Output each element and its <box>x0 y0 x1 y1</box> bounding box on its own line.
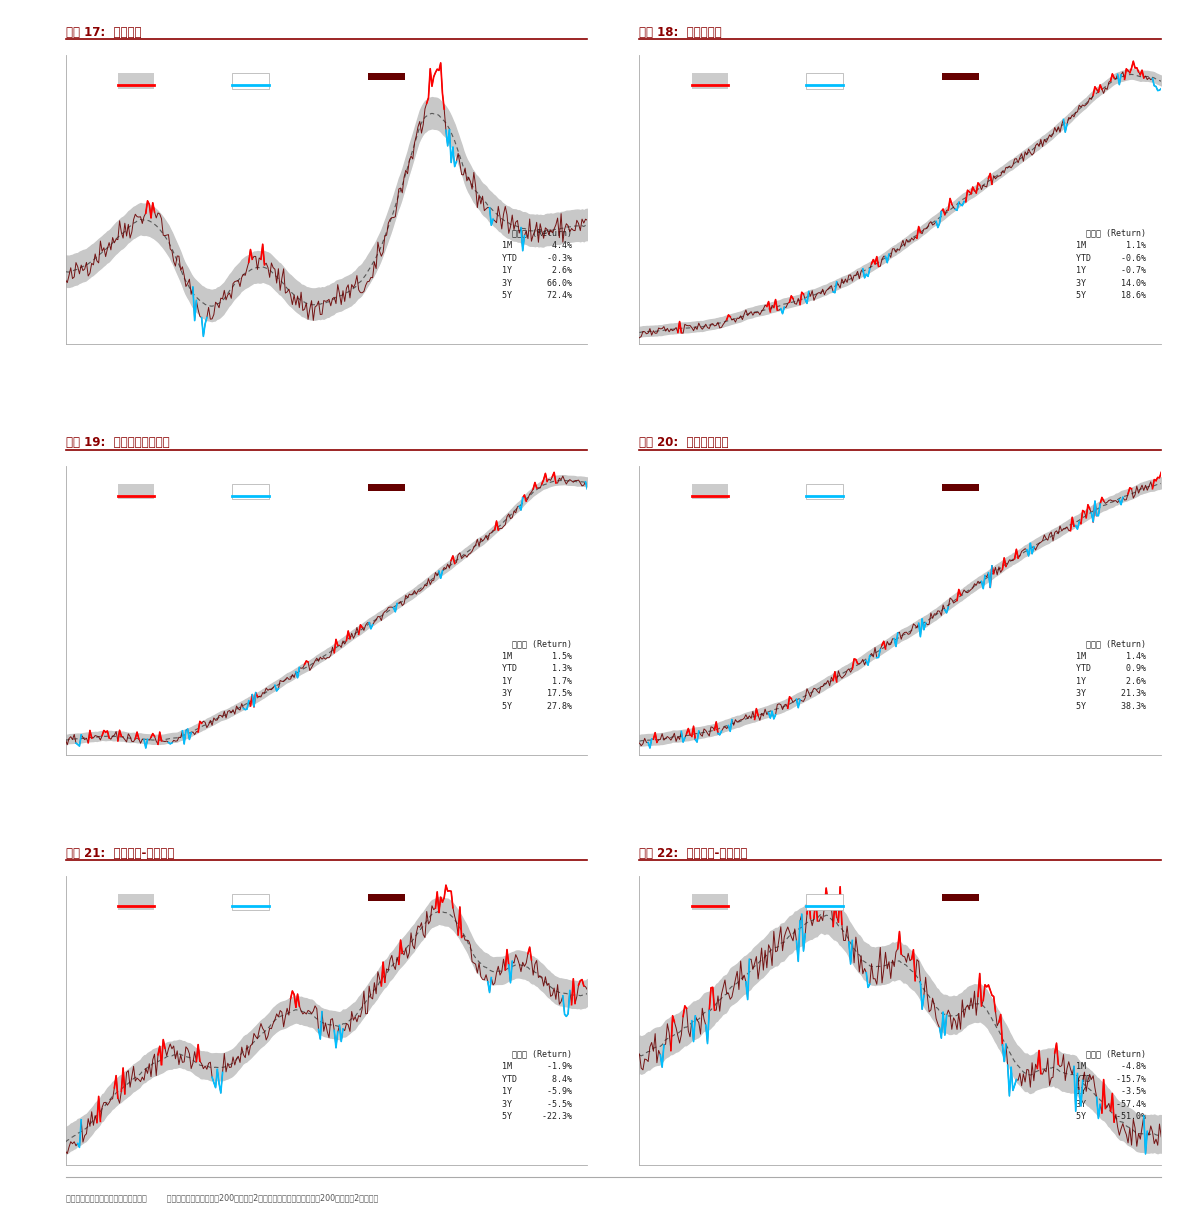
Text: 图表 17:  权益指数: 图表 17: 权益指数 <box>66 26 141 39</box>
Bar <box>942 483 979 491</box>
Text: 回报率 (Return)
1M        4.4%
YTD      -0.3%
1Y        2.6%
3Y       66.0%
5Y     : 回报率 (Return) 1M 4.4% YTD -0.3% 1Y 2.6% 3… <box>501 229 572 300</box>
Bar <box>118 73 154 89</box>
Bar <box>232 483 269 499</box>
Text: 回报率 (Return)
1M        1.1%
YTD      -0.6%
1Y       -0.7%
3Y       14.0%
5Y     : 回报率 (Return) 1M 1.1% YTD -0.6% 1Y -0.7% … <box>1075 229 1146 300</box>
Text: 资料来源：万得资讯，中金公司研究部        注释：如线代表指数高于200日均线的2个标准差，置线代表指数低于200日均线的2个标准差: 资料来源：万得资讯，中金公司研究部 注释：如线代表指数高于200日均线的2个标准… <box>66 1193 378 1202</box>
Bar <box>232 894 269 909</box>
Bar <box>806 483 843 499</box>
Text: 回报率 (Return)
1M        1.5%
YTD       1.3%
1Y        1.7%
3Y       17.5%
5Y     : 回报率 (Return) 1M 1.5% YTD 1.3% 1Y 1.7% 3Y… <box>501 639 572 711</box>
Bar <box>692 73 728 89</box>
Bar <box>942 73 979 80</box>
Bar <box>806 73 843 89</box>
Bar <box>692 483 728 499</box>
Bar <box>368 73 405 80</box>
Bar <box>118 483 154 499</box>
Bar <box>368 894 405 901</box>
Text: 回报率 (Return)
1M       -1.9%
YTD       8.4%
1Y       -5.9%
3Y       -5.5%
5Y     : 回报率 (Return) 1M -1.9% YTD 8.4% 1Y -5.9% … <box>501 1050 572 1121</box>
Text: 回报率 (Return)
1M       -4.8%
YTD     -15.7%
1Y       -3.5%
3Y      -57.4%
5Y     : 回报率 (Return) 1M -4.8% YTD -15.7% 1Y -3.5… <box>1075 1050 1146 1121</box>
Text: 回报率 (Return)
1M        1.4%
YTD       0.9%
1Y        2.6%
3Y       21.3%
5Y     : 回报率 (Return) 1M 1.4% YTD 0.9% 1Y 2.6% 3Y… <box>1075 639 1146 711</box>
Text: 图表 18:  利率唇指数: 图表 18: 利率唇指数 <box>640 26 722 39</box>
Bar <box>806 894 843 909</box>
Text: 图表 20:  高收益唇指数: 图表 20: 高收益唇指数 <box>640 436 729 449</box>
Bar <box>232 73 269 89</box>
Text: 图表 21:  大宗商品-黄金价格: 图表 21: 大宗商品-黄金价格 <box>66 847 174 859</box>
Text: 图表 19:  高信用等级唇指数: 图表 19: 高信用等级唇指数 <box>66 436 169 449</box>
Bar <box>118 894 154 909</box>
Bar <box>942 894 979 901</box>
Text: 图表 22:  大宗商品-原油价格: 图表 22: 大宗商品-原油价格 <box>640 847 748 859</box>
Bar <box>692 894 728 909</box>
Bar <box>368 483 405 491</box>
